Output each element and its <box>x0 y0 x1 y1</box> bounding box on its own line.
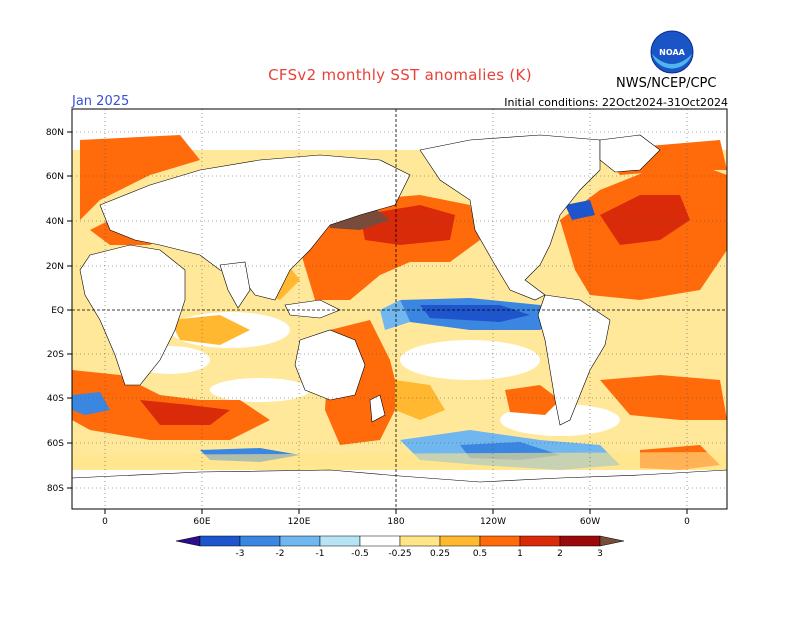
logo-text: NOAA <box>659 48 685 57</box>
colorbar-segment <box>559 535 601 547</box>
colorbar-tick-label: -0.5 <box>351 549 369 559</box>
africa <box>79 244 186 386</box>
colorbar-segment <box>279 535 321 547</box>
lon-label: 60E <box>193 517 210 527</box>
colorbar-tick-label: -0.25 <box>388 549 411 559</box>
lon-labels: 0 60E 120E 180 120W 60W 0 <box>102 517 690 527</box>
colorbar-tick-label: 2 <box>557 549 563 559</box>
lat-label: 20S <box>47 350 64 360</box>
colorbar-tick-label: 0.5 <box>473 549 487 559</box>
reference-lines <box>72 109 727 509</box>
lat-label: 80S <box>47 484 64 494</box>
lon-label: 60W <box>580 517 600 527</box>
antarctica <box>72 469 727 509</box>
forecast-month: Jan 2025 <box>72 94 130 109</box>
eurasia <box>99 154 411 301</box>
colorbar: -3 -2 -1 -0.5 -0.25 0.25 0.5 1 2 3 <box>175 535 625 559</box>
lat-label: 40N <box>46 217 64 227</box>
colorbar-tick-label: 1 <box>517 549 523 559</box>
org-label: NWS/NCEP/CPC <box>616 76 717 91</box>
lat-label: 80N <box>46 128 64 138</box>
colorbar-segment <box>239 535 281 547</box>
map-frame <box>71 108 728 510</box>
colorbar-segment <box>439 535 481 547</box>
colorbar-segment <box>399 535 441 547</box>
south-america <box>537 294 611 426</box>
colorbar-tick-label: -1 <box>316 549 325 559</box>
map-grid <box>72 109 727 509</box>
colorbar-segment <box>199 535 241 547</box>
colorbar-segment <box>479 535 521 547</box>
australia <box>294 329 366 401</box>
colorbar-tick-label: -2 <box>276 549 285 559</box>
lat-label: 60N <box>46 172 64 182</box>
anomaly-field <box>72 109 727 509</box>
lat-label: 20N <box>46 262 64 272</box>
colorbar-tick-label: 3 <box>597 549 603 559</box>
lat-labels: 80N 60N 40N 20N EQ 20S 40S 60S 80S <box>46 128 64 494</box>
noaa-logo: NOAA <box>650 30 694 74</box>
lon-label: 120E <box>288 517 311 527</box>
colorbar-segment <box>175 535 201 547</box>
initial-conditions: Initial conditions: 22Oct2024-31Oct2024 <box>504 96 728 109</box>
colorbar-segment <box>319 535 361 547</box>
lat-label: 60S <box>47 439 64 449</box>
lon-label: 180 <box>387 517 404 527</box>
colorbar-tick-label: -3 <box>236 549 245 559</box>
lon-label: 120W <box>480 517 506 527</box>
colorbar-segment <box>599 535 625 547</box>
colorbar-segment <box>359 535 401 547</box>
lon-label: 0 <box>684 517 690 527</box>
lat-label: 40S <box>47 394 64 404</box>
chart-title: CFSv2 monthly SST anomalies (K) <box>268 66 532 84</box>
colorbar-tick-label: 0.25 <box>430 549 450 559</box>
lat-label: EQ <box>51 306 64 316</box>
colorbar-segment <box>519 535 561 547</box>
lon-label: 0 <box>102 517 108 527</box>
